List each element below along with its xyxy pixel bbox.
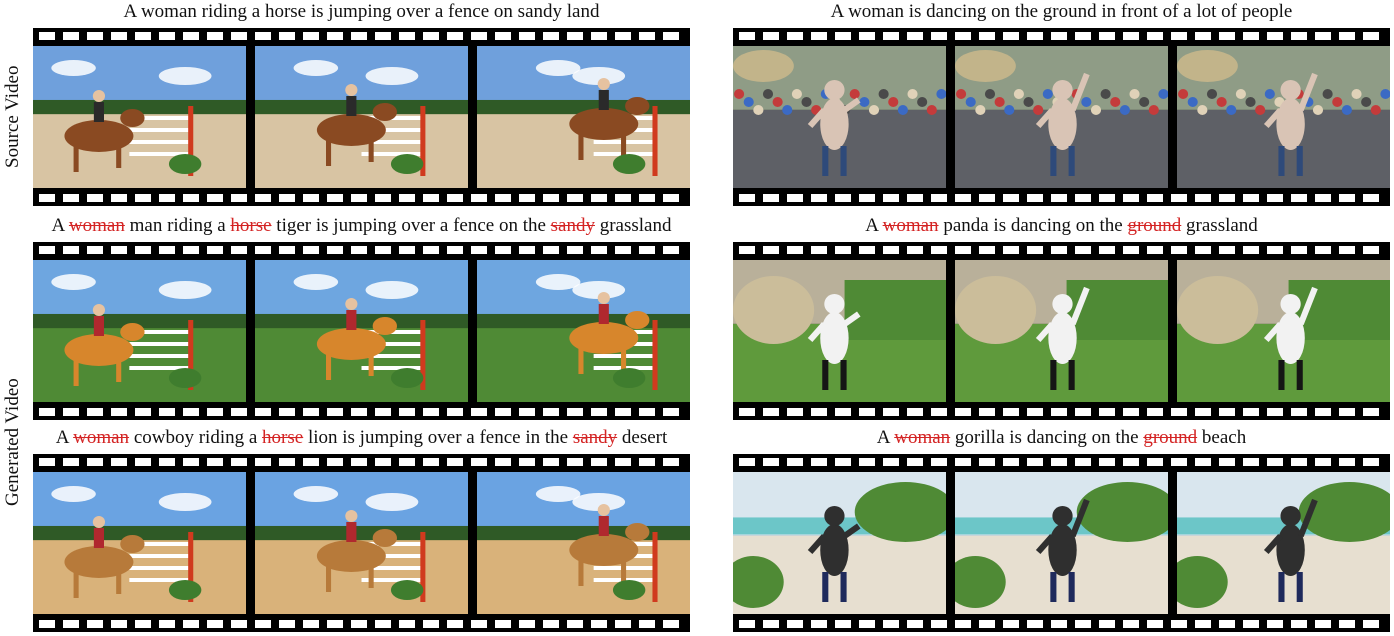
film-strip (733, 242, 1390, 420)
video-frame (33, 46, 246, 188)
generated-row-label: Generated Video (2, 378, 23, 506)
frame-illustration (477, 260, 690, 402)
film-perforations-bottom (739, 620, 1384, 628)
panel-caption: A woman man riding a horse tiger is jump… (33, 214, 690, 240)
frame-illustration (733, 472, 946, 614)
film-perforations-top (39, 246, 684, 254)
video-frame (1177, 472, 1390, 614)
caption-text: A (865, 215, 883, 236)
caption-text: tiger is jumping over a fence on the (271, 215, 551, 236)
deleted-word: ground (1127, 215, 1182, 236)
deleted-word: horse (230, 215, 272, 236)
caption-text: A (55, 427, 74, 448)
video-frame (255, 472, 468, 614)
video-frame (33, 260, 246, 402)
caption-text: A woman is dancing on the ground in fron… (830, 1, 1293, 22)
video-frame (33, 472, 246, 614)
frame-illustration (255, 260, 468, 402)
deleted-word: ground (1143, 427, 1198, 448)
caption-text: panda is dancing on the (938, 215, 1128, 236)
video-frame (477, 260, 690, 402)
frame-illustration (477, 472, 690, 614)
video-frame (477, 472, 690, 614)
frame-illustration (255, 46, 468, 188)
source-row-label: Source Video (2, 65, 23, 169)
film-strip (33, 28, 690, 206)
caption-text: A (51, 215, 69, 236)
video-frame (733, 260, 946, 402)
panel-source-horse: A woman riding a horse is jumping over a… (33, 0, 690, 210)
panel-caption: A woman riding a horse is jumping over a… (33, 0, 690, 26)
frame-illustration (255, 472, 468, 614)
frame-illustration (33, 46, 246, 188)
film-strip (733, 28, 1390, 206)
panel-generated-gorilla: A woman gorilla is dancing on the ground… (733, 426, 1390, 636)
panel-caption: A woman gorilla is dancing on the ground… (733, 426, 1390, 452)
frame-illustration (733, 46, 946, 188)
panel-caption: A woman cowboy riding a horse lion is ju… (33, 426, 690, 452)
video-frame (955, 260, 1168, 402)
film-strip (33, 242, 690, 420)
deleted-word: woman (882, 215, 939, 236)
video-frame (477, 46, 690, 188)
frame-illustration (955, 472, 1168, 614)
caption-text: lion is jumping over a fence in the (303, 427, 573, 448)
caption-text: beach (1197, 427, 1247, 448)
caption-text: cowboy riding a (129, 427, 263, 448)
film-perforations-top (39, 458, 684, 466)
video-frame (255, 260, 468, 402)
film-strip (733, 454, 1390, 632)
frame-illustration (33, 472, 246, 614)
panel-generated-tiger: A woman man riding a horse tiger is jump… (33, 214, 690, 424)
caption-text: grassland (594, 215, 672, 236)
film-perforations-bottom (39, 620, 684, 628)
video-frame (955, 472, 1168, 614)
deleted-word: sandy (572, 427, 618, 448)
caption-text: gorilla is dancing on the (950, 427, 1144, 448)
film-perforations-bottom (739, 408, 1384, 416)
video-frame (255, 46, 468, 188)
frame-illustration (477, 46, 690, 188)
film-perforations-top (739, 458, 1384, 466)
deleted-word: woman (68, 215, 125, 236)
frame-illustration (1177, 472, 1390, 614)
caption-text: A (876, 427, 895, 448)
panel-caption: A woman is dancing on the ground in fron… (733, 0, 1390, 26)
frame-illustration (955, 260, 1168, 402)
film-perforations-top (39, 32, 684, 40)
panel-generated-panda: A woman panda is dancing on the ground g… (733, 214, 1390, 424)
video-frame (733, 46, 946, 188)
video-frame (1177, 46, 1390, 188)
film-perforations-bottom (39, 408, 684, 416)
film-strip (33, 454, 690, 632)
video-frame (955, 46, 1168, 188)
caption-text: grassland (1181, 215, 1258, 236)
frame-illustration (733, 260, 946, 402)
panel-generated-lion: A woman cowboy riding a horse lion is ju… (33, 426, 690, 636)
panel-caption: A woman panda is dancing on the ground g… (733, 214, 1390, 240)
film-perforations-bottom (39, 194, 684, 202)
frame-illustration (955, 46, 1168, 188)
frame-illustration (1177, 260, 1390, 402)
deleted-word: woman (894, 427, 951, 448)
deleted-word: sandy (550, 215, 595, 236)
caption-text: man riding a (124, 215, 231, 236)
frame-illustration (1177, 46, 1390, 188)
video-frame (1177, 260, 1390, 402)
panel-source-dance: A woman is dancing on the ground in fron… (733, 0, 1390, 210)
video-frame (733, 472, 946, 614)
deleted-word: horse (262, 427, 304, 448)
film-perforations-bottom (739, 194, 1384, 202)
deleted-word: woman (73, 427, 130, 448)
frame-illustration (33, 260, 246, 402)
caption-text: desert (617, 427, 668, 448)
film-perforations-top (739, 32, 1384, 40)
film-perforations-top (739, 246, 1384, 254)
caption-text: A woman riding a horse is jumping over a… (123, 1, 600, 22)
